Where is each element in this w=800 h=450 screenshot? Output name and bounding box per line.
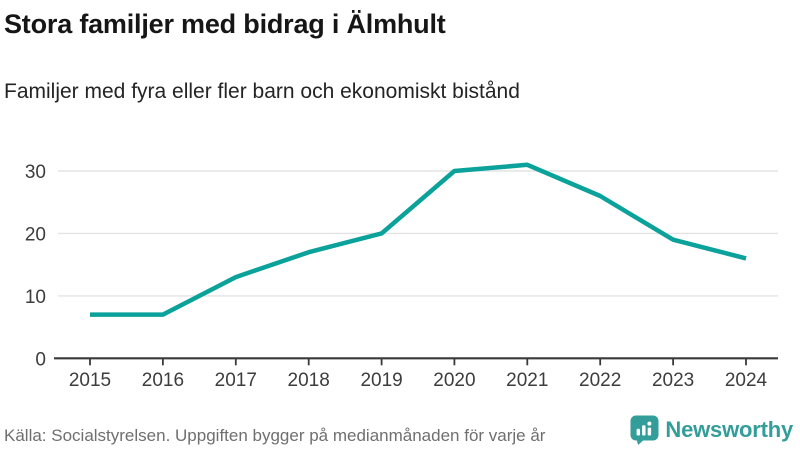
- logo-bar-tall: [642, 425, 646, 436]
- x-axis-tick-label: 2022: [579, 370, 621, 391]
- bar-chart-speech-bubble-icon: [630, 415, 659, 445]
- chart-title: Stora familjer med bidrag i Älmhult: [4, 9, 446, 39]
- x-axis-tick-label: 2024: [725, 370, 768, 391]
- y-axis-tick-label: 30: [25, 162, 46, 183]
- logo-exclamation-dot: [647, 421, 652, 426]
- x-axis-tick-label: 2017: [215, 370, 257, 391]
- x-axis-tick-label: 2018: [288, 370, 330, 391]
- chart-subtitle: Familjer med fyra eller fler barn och ek…: [4, 80, 520, 103]
- y-axis-tick-label: 10: [25, 287, 46, 308]
- x-axis-tick-label: 2021: [506, 370, 548, 391]
- newsworthy-logo[interactable]: Newsworthy: [630, 415, 793, 445]
- logo-exclamation-bar: [648, 427, 652, 436]
- data-line-series: [90, 162, 747, 317]
- newsworthy-logo-text: Newsworthy: [665, 416, 793, 442]
- x-axis-tick-label: 2016: [142, 370, 184, 391]
- y-axis-tick-label: 0: [35, 349, 46, 370]
- x-axis-tick-label: 2023: [652, 370, 694, 391]
- source-note: Källa: Socialstyrelsen. Uppgiften bygger…: [4, 426, 546, 445]
- y-axis-tick-label: 20: [25, 224, 46, 245]
- x-axis-tick-label: 2015: [69, 370, 111, 391]
- x-axis-tick-label: 2019: [360, 370, 402, 391]
- x-axis-tick-label: 2020: [433, 370, 475, 391]
- logo-bar-short: [637, 428, 641, 436]
